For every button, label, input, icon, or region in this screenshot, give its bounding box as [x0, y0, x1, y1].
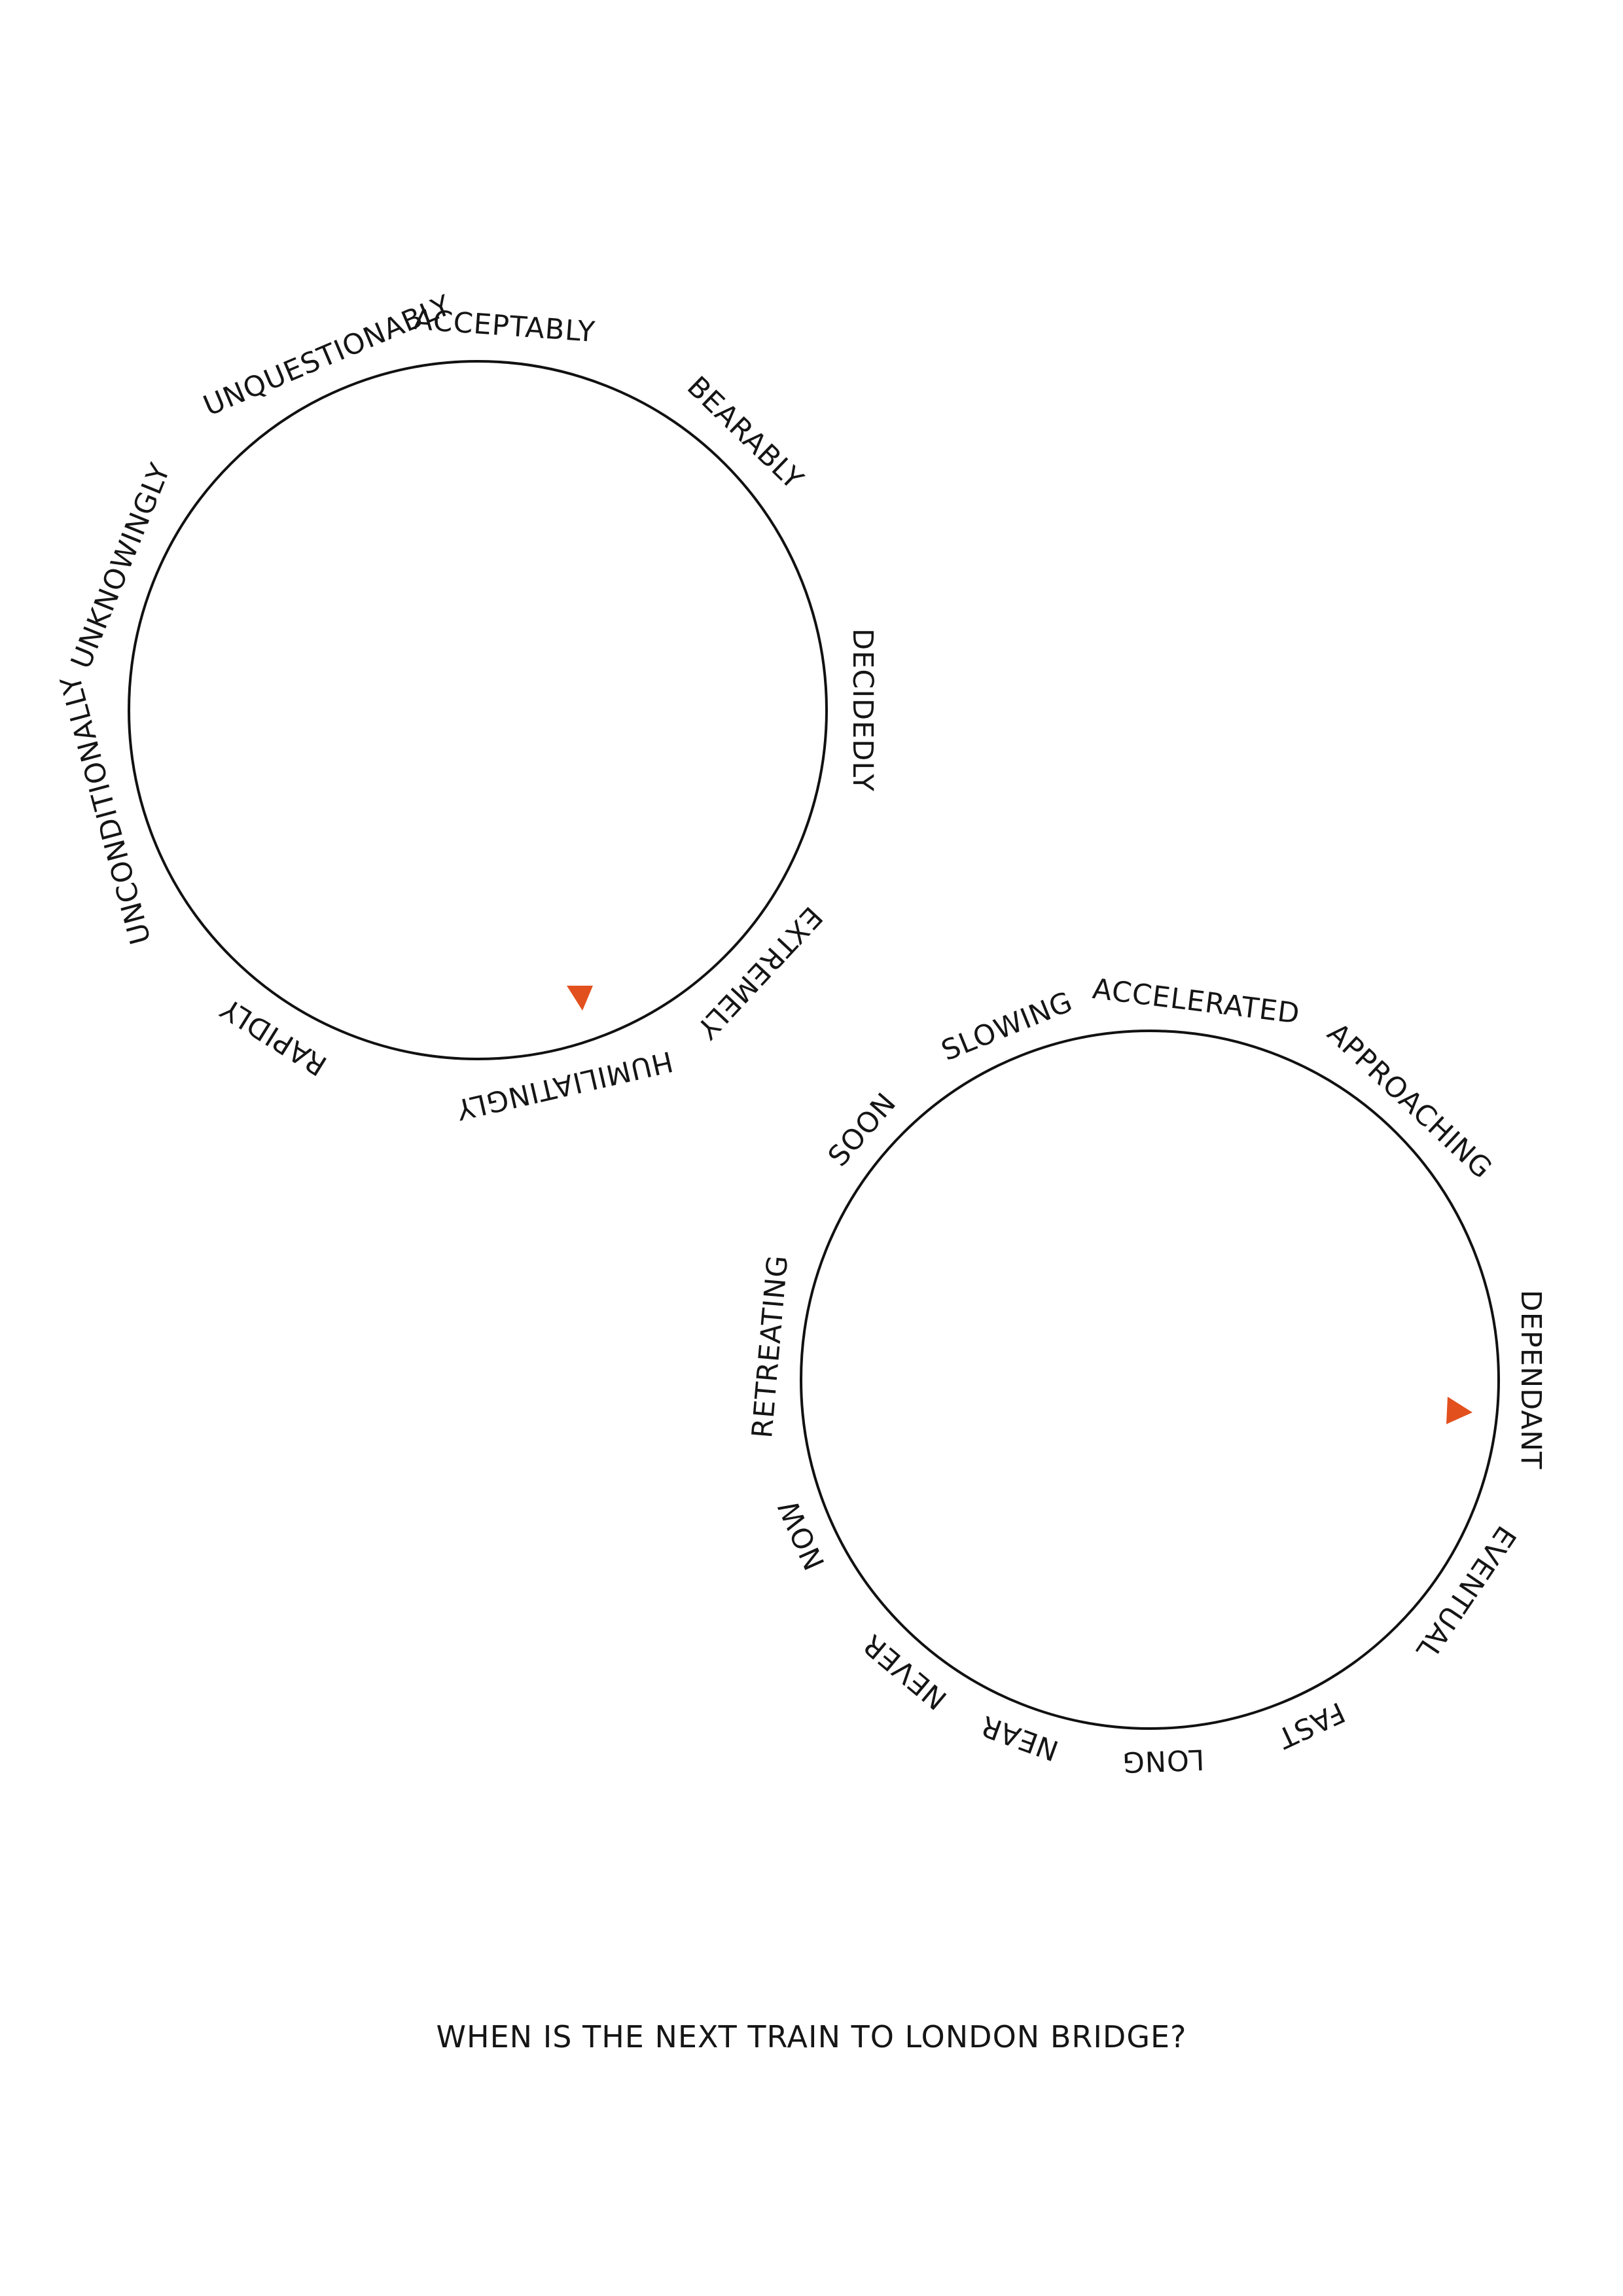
dial-word-bearably: BEARABLY [681, 370, 810, 497]
dial-word-humiliatingly: HUMILIATINGLY [453, 1044, 676, 1126]
adverb-dial-pointer-icon[interactable] [567, 986, 593, 1011]
adverb-dial-words: ACCEPTABLYBEARABLYDECIDEDLYEXTREMELYHUMI… [54, 289, 879, 1126]
adjective-dial-ring [800, 1030, 1500, 1730]
dial-word-extremely: EXTREMELY [690, 900, 829, 1045]
adverb-dial[interactable]: ACCEPTABLYBEARABLYDECIDEDLYEXTREMELYHUMI… [54, 289, 879, 1126]
adjective-dial[interactable]: ACCELERATEDAPPROACHINGDEPENDANTEVENTUALF… [746, 973, 1547, 1778]
dial-word-accelerated: ACCELERATED [1091, 973, 1302, 1030]
dial-word-now: NOW [772, 1495, 832, 1575]
adjective-dial-pointer-icon[interactable] [1446, 1397, 1472, 1424]
dial-word-unquestionably: UNQUESTIONABLY [199, 289, 456, 423]
dial-word-slowing: SLOWING [937, 986, 1078, 1067]
dial-word-dependant: DEPENDANT [1514, 1290, 1547, 1470]
dial-word-fast: FAST [1272, 1695, 1350, 1755]
dial-word-soon: SOON [822, 1086, 903, 1173]
question-caption: WHEN IS THE NEXT TRAIN TO LONDON BRIDGE? [436, 2019, 1187, 2054]
adverb-dial-ring [128, 360, 828, 1060]
dial-word-never: NEVER [857, 1627, 954, 1715]
dial-word-retreating: RETREATING [746, 1253, 794, 1439]
dial-word-long: LONG [1122, 1742, 1205, 1778]
adjective-dial-words: ACCELERATEDAPPROACHINGDEPENDANTEVENTUALF… [746, 973, 1547, 1778]
dial-word-rapidly: RAPIDLY [215, 992, 332, 1082]
dial-word-near: NEAR [976, 1708, 1063, 1767]
dial-word-decidedly: DECIDEDLY [846, 628, 879, 792]
dial-word-approaching: APPROACHING [1321, 1016, 1498, 1185]
